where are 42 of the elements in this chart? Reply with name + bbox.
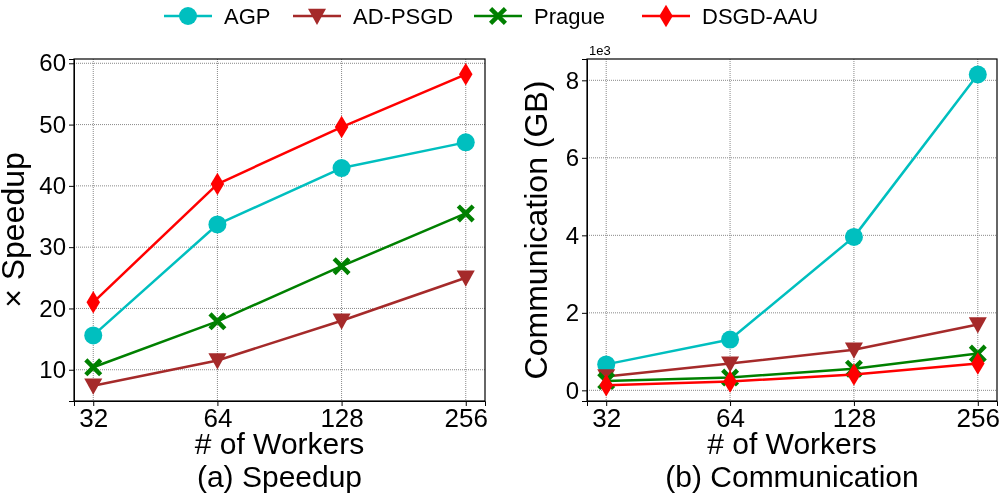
point: [84, 326, 103, 345]
point: [721, 330, 740, 349]
point: [456, 270, 475, 287]
y-tick-label: 30: [39, 233, 66, 261]
point: [208, 215, 227, 234]
y-tick-label: 50: [39, 110, 66, 138]
y-tick-label: 0: [565, 376, 579, 404]
y-axis-title: Communication (GB): [518, 80, 554, 380]
y-tick-label: 2: [565, 299, 579, 327]
point: [968, 317, 987, 334]
y-tick-label: 20: [39, 294, 66, 322]
y-tick-label: 10: [39, 355, 66, 383]
y-tick-label: 4: [565, 221, 579, 249]
x-tick-label: 32: [79, 403, 109, 434]
point: [844, 342, 863, 359]
text: (a) Speedup: [196, 460, 363, 493]
legend-label: AD-PSGD: [353, 4, 454, 29]
y-tick-label: 6: [565, 144, 579, 171]
point: [208, 312, 227, 331]
point: [844, 227, 863, 246]
text: 1e3: [589, 43, 611, 58]
point: [332, 313, 351, 330]
point: [208, 353, 227, 370]
point: [968, 65, 987, 84]
point: [456, 204, 475, 223]
point: [721, 356, 740, 373]
text: (b) Communication: [665, 460, 919, 493]
y-tick-label: 8: [565, 66, 579, 94]
point: [456, 133, 475, 152]
point: [84, 378, 103, 395]
x-tick-label: 256: [444, 403, 488, 434]
y-tick-label: 60: [39, 49, 66, 77]
x-tick-label: 256: [956, 403, 1000, 434]
point: [332, 257, 351, 276]
legend-label: DSGD-AAU: [702, 4, 819, 29]
legend-label: AGP: [224, 4, 271, 29]
point: [332, 159, 351, 178]
legend-label: Prague: [534, 4, 605, 29]
y-axis-title: × Speedup: [0, 152, 31, 308]
x-tick-label: 32: [592, 403, 622, 434]
point: [84, 358, 103, 377]
y-tick-label: 40: [39, 172, 66, 200]
